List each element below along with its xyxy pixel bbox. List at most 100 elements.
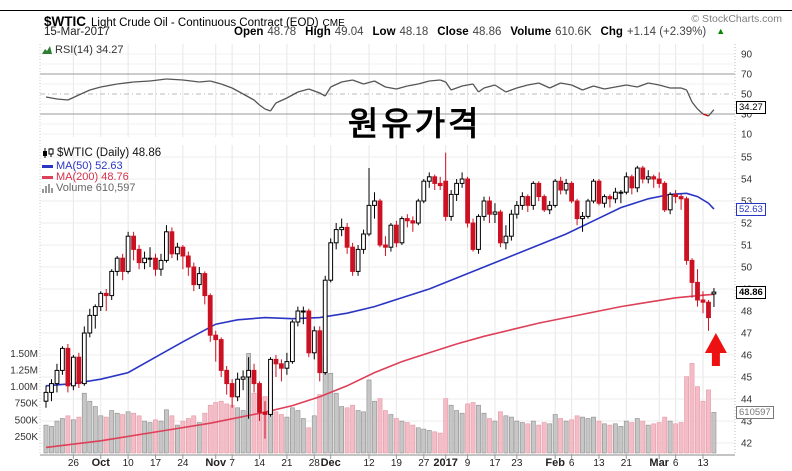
volume-bar [454,410,459,454]
candle-body [492,211,498,215]
chg-up-triangle-icon: ▲ [716,26,726,36]
candle-body [519,196,525,206]
candle-body [279,363,284,369]
volume-bar [169,415,175,454]
volume-bar [503,415,509,454]
volume-bar [629,422,635,454]
volume-bar [536,424,542,454]
volume-bar [508,416,514,454]
ma50-legend-label: MA(50) 52.63 [56,160,123,172]
axis-label: 30 [741,110,753,121]
ma50-legend: MA(50) 52.63 [42,160,123,172]
instrument-title: Light Crude Oil - Continuous Contract (E… [91,17,319,29]
volume-bar [585,418,591,454]
volume-bar [525,423,531,454]
volume-bar [355,410,361,454]
candle-body [295,310,301,323]
candle-body [322,279,328,374]
volume-bar [180,420,186,454]
candle-body [218,339,224,371]
candle-body [525,196,531,206]
candle-body [240,376,246,380]
volume-bar [618,426,624,454]
candle-body [207,295,213,336]
volume-bar [81,392,87,454]
candle-body [481,200,487,217]
ma50-line-swatch [42,164,53,168]
annotation-arrow [704,333,727,366]
axis-label: 9 [465,458,471,469]
candle-body [65,347,71,387]
axis-label: 52 [741,219,753,230]
volume-bar [640,420,646,454]
volume-bar [432,431,438,454]
volume-bar [421,428,427,454]
volume-label: Volume [510,26,552,38]
axis-label: 28 [309,458,321,469]
volume-bar [49,426,54,454]
candle-body [667,193,673,211]
candle-body [695,281,700,301]
volume-bar [574,415,580,454]
candle-body [202,273,208,297]
candle-body [580,215,585,220]
volume-bar [109,410,115,454]
volume-bar [361,411,366,454]
volume-bar [344,407,350,454]
ma200-legend: MA(200) 48.76 [42,171,129,183]
axis-label: 6 [569,458,575,469]
volume-bar [284,416,290,454]
axis-label: 27 [418,458,430,469]
volume-bar [443,398,449,454]
volume-bar [229,404,235,454]
candle-body [175,246,180,255]
volume-bar [558,418,563,454]
axis-label: 19 [391,458,403,469]
volume-bar [289,407,295,454]
candle-body [558,180,564,191]
rsi-indicator-icon [42,46,52,54]
candle-body [158,259,164,270]
candle-body [191,266,197,286]
volume-bar [382,410,388,454]
volume-bar [591,416,596,454]
volume-bar [65,415,71,454]
volume-bar [547,423,553,454]
candle-body [552,180,558,206]
candle-body [404,218,410,222]
high-value: 49.04 [334,26,364,38]
volume-bar [306,427,312,454]
candle-body [49,383,54,393]
volume-bar [689,363,695,454]
candle-body [251,369,257,385]
volume-bar [656,422,662,454]
candle-body [421,180,427,202]
axis-label: 2017 [433,457,457,469]
volume-bar [196,422,202,454]
volume-bar [470,402,476,454]
candle-body [131,235,136,250]
rsi-legend-label: RSI(14) 34.27 [55,44,124,56]
open-value: 48.78 [267,26,297,38]
volume-legend-label: Volume 610,597 [56,182,136,194]
volume-bar [153,419,158,454]
axis-label: 1.00M [10,382,38,393]
axis-label: 17 [150,458,162,469]
candle-body [689,259,695,283]
candle-body [224,369,230,385]
volume-bar [240,410,246,454]
volume-bar [580,416,585,454]
candle-body [623,176,629,193]
volume-bar [426,430,432,454]
candle-body [487,200,492,215]
candle-body [235,378,240,398]
volume-bar [98,415,104,454]
candle-body [509,213,514,237]
volume-bar [667,420,673,454]
volume-bar [76,416,82,454]
volume-bar [404,422,410,454]
axis-label: 7 [229,458,235,469]
volume-bar [339,406,344,454]
candle-body [246,369,251,378]
